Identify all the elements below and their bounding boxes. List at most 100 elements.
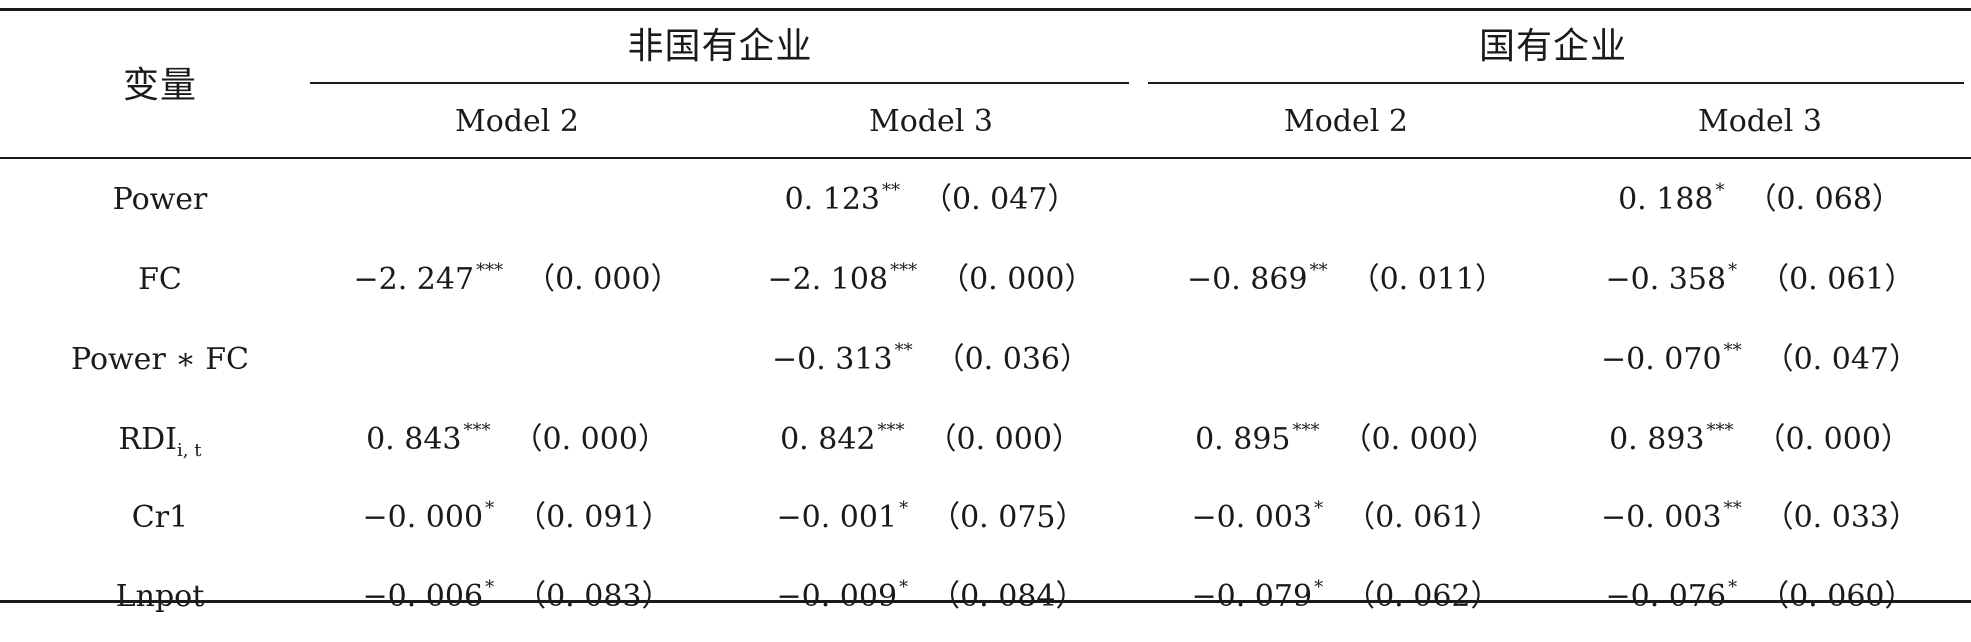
significance-stars: ***: [1292, 420, 1320, 441]
coefficient: 0. 188: [1618, 182, 1714, 217]
estimate-cell: −0. 313 ** （0. 036）: [772, 342, 1090, 377]
significance-stars: **: [1723, 498, 1742, 519]
variable-name: Lnpot: [116, 582, 205, 612]
estimate-cell: 0. 895 *** （0. 000）: [1195, 422, 1497, 457]
variable-label: FC: [138, 262, 182, 297]
variable-label: RDI: [118, 422, 178, 457]
model-header: Model 3: [869, 104, 993, 139]
estimate-cell: −0. 358 * （0. 061）: [1605, 262, 1915, 297]
estimate-cell: −0. 076 * （0. 060）: [1605, 579, 1915, 614]
variable-name: Power: [113, 185, 208, 215]
p-value: （0. 000）: [1755, 422, 1911, 457]
p-value: （0. 084）: [930, 579, 1086, 614]
variable-label: Cr1: [131, 500, 189, 535]
significance-stars: **: [894, 340, 913, 361]
significance-stars: *: [1715, 180, 1725, 201]
estimate-cell: −0. 869 ** （0. 011）: [1187, 262, 1505, 297]
significance-stars: *: [1314, 577, 1324, 598]
estimate-cell: 0. 123 ** （0. 047）: [784, 182, 1078, 217]
group-header-state: 国有企业: [1478, 26, 1628, 67]
p-value: （0. 047）: [1763, 342, 1919, 377]
coefficient: −0. 000: [362, 500, 484, 535]
variable-subscript: i, t: [177, 440, 202, 461]
coefficient: −0. 070: [1601, 342, 1722, 377]
variable-label: Power: [112, 182, 208, 217]
group-header-non-state: 非国有企业: [627, 26, 813, 67]
variable-name: Cr1: [132, 503, 188, 533]
p-value: （0. 033）: [1763, 500, 1919, 535]
estimate-cell: −2. 247 *** （0. 000）: [353, 262, 681, 297]
significance-stars: ***: [877, 420, 905, 441]
bottom-rule: [0, 600, 1971, 603]
variable-name: FC: [138, 265, 182, 295]
estimate-cell: −0. 009 * （0. 084）: [776, 579, 1086, 614]
coefficient: 0. 893: [1609, 422, 1705, 457]
coefficient: −0. 006: [362, 579, 484, 614]
estimate-cell: 0. 843 *** （0. 000）: [366, 422, 668, 457]
coefficient: −0. 313: [772, 342, 893, 377]
estimate-cell: 0. 893 *** （0. 000）: [1609, 422, 1911, 457]
model-header: Model 2: [1284, 104, 1408, 139]
coefficient: −2. 108: [767, 262, 889, 297]
coefficient: −0. 003: [1601, 500, 1722, 535]
p-value: （0. 068）: [1746, 182, 1902, 217]
p-value: （0. 061）: [1759, 262, 1915, 297]
coefficient: −0. 358: [1605, 262, 1727, 297]
model-header: Model 3: [1698, 104, 1822, 139]
significance-stars: *: [899, 577, 909, 598]
p-value: （0. 091）: [516, 500, 672, 535]
coefficient: −0. 079: [1191, 579, 1313, 614]
coefficient: 0. 843: [366, 422, 462, 457]
significance-stars: ***: [890, 260, 918, 281]
significance-stars: ***: [476, 260, 504, 281]
p-value: （0. 062）: [1345, 579, 1501, 614]
significance-stars: ***: [463, 420, 491, 441]
significance-stars: *: [1314, 498, 1324, 519]
coefficient: −0. 003: [1191, 500, 1313, 535]
significance-stars: **: [1309, 260, 1328, 281]
significance-stars: ***: [1706, 420, 1734, 441]
variable-header: 变量: [122, 65, 198, 106]
significance-stars: **: [882, 180, 900, 201]
estimate-cell: 0. 842 *** （0. 000）: [780, 422, 1082, 457]
coefficient: −2. 247: [353, 262, 475, 297]
coefficient: −0. 009: [776, 579, 898, 614]
estimate-cell: −0. 070 ** （0. 047）: [1601, 342, 1919, 377]
variable-name: Power ∗ FC: [71, 345, 249, 375]
p-value: （0. 075）: [930, 500, 1086, 535]
p-value: （0. 060）: [1759, 579, 1915, 614]
variable-label: Power ∗ FC: [70, 342, 250, 377]
header-rule: [0, 157, 1971, 159]
p-value: （0. 000）: [1341, 422, 1497, 457]
estimate-cell: −0. 003 * （0. 061）: [1191, 500, 1501, 535]
significance-stars: *: [1728, 260, 1738, 281]
coefficient: −0. 076: [1605, 579, 1727, 614]
p-value: （0. 036）: [934, 342, 1090, 377]
estimate-cell: −0. 000 * （0. 091）: [362, 500, 672, 535]
coefficient: −0. 869: [1187, 262, 1308, 297]
coefficient: −0. 001: [776, 500, 898, 535]
estimate-cell: 0. 188 * （0. 068）: [1618, 182, 1902, 217]
group-rule-state: [1148, 82, 1964, 84]
significance-stars: **: [1723, 340, 1742, 361]
p-value: （0. 047）: [922, 182, 1078, 217]
top-rule: [0, 8, 1971, 11]
coefficient: 0. 895: [1195, 422, 1291, 457]
estimate-cell: −2. 108 *** （0. 000）: [767, 262, 1095, 297]
significance-stars: *: [485, 577, 495, 598]
p-value: （0. 000）: [525, 262, 681, 297]
estimate-cell: −0. 003 ** （0. 033）: [1601, 500, 1919, 535]
p-value: （0. 000）: [512, 422, 668, 457]
variable-name: RDIi, t: [118, 422, 202, 460]
estimate-cell: −0. 001 * （0. 075）: [776, 500, 1086, 535]
coefficient: 0. 123: [784, 182, 880, 217]
p-value: （0. 000）: [939, 262, 1095, 297]
variable-label: Lnpot: [115, 579, 205, 614]
significance-stars: *: [1728, 577, 1738, 598]
estimate-cell: −0. 079 * （0. 062）: [1191, 579, 1501, 614]
significance-stars: *: [899, 498, 909, 519]
p-value: （0. 083）: [516, 579, 672, 614]
p-value: （0. 061）: [1345, 500, 1501, 535]
model-header: Model 2: [455, 104, 579, 139]
p-value: （0. 000）: [926, 422, 1082, 457]
